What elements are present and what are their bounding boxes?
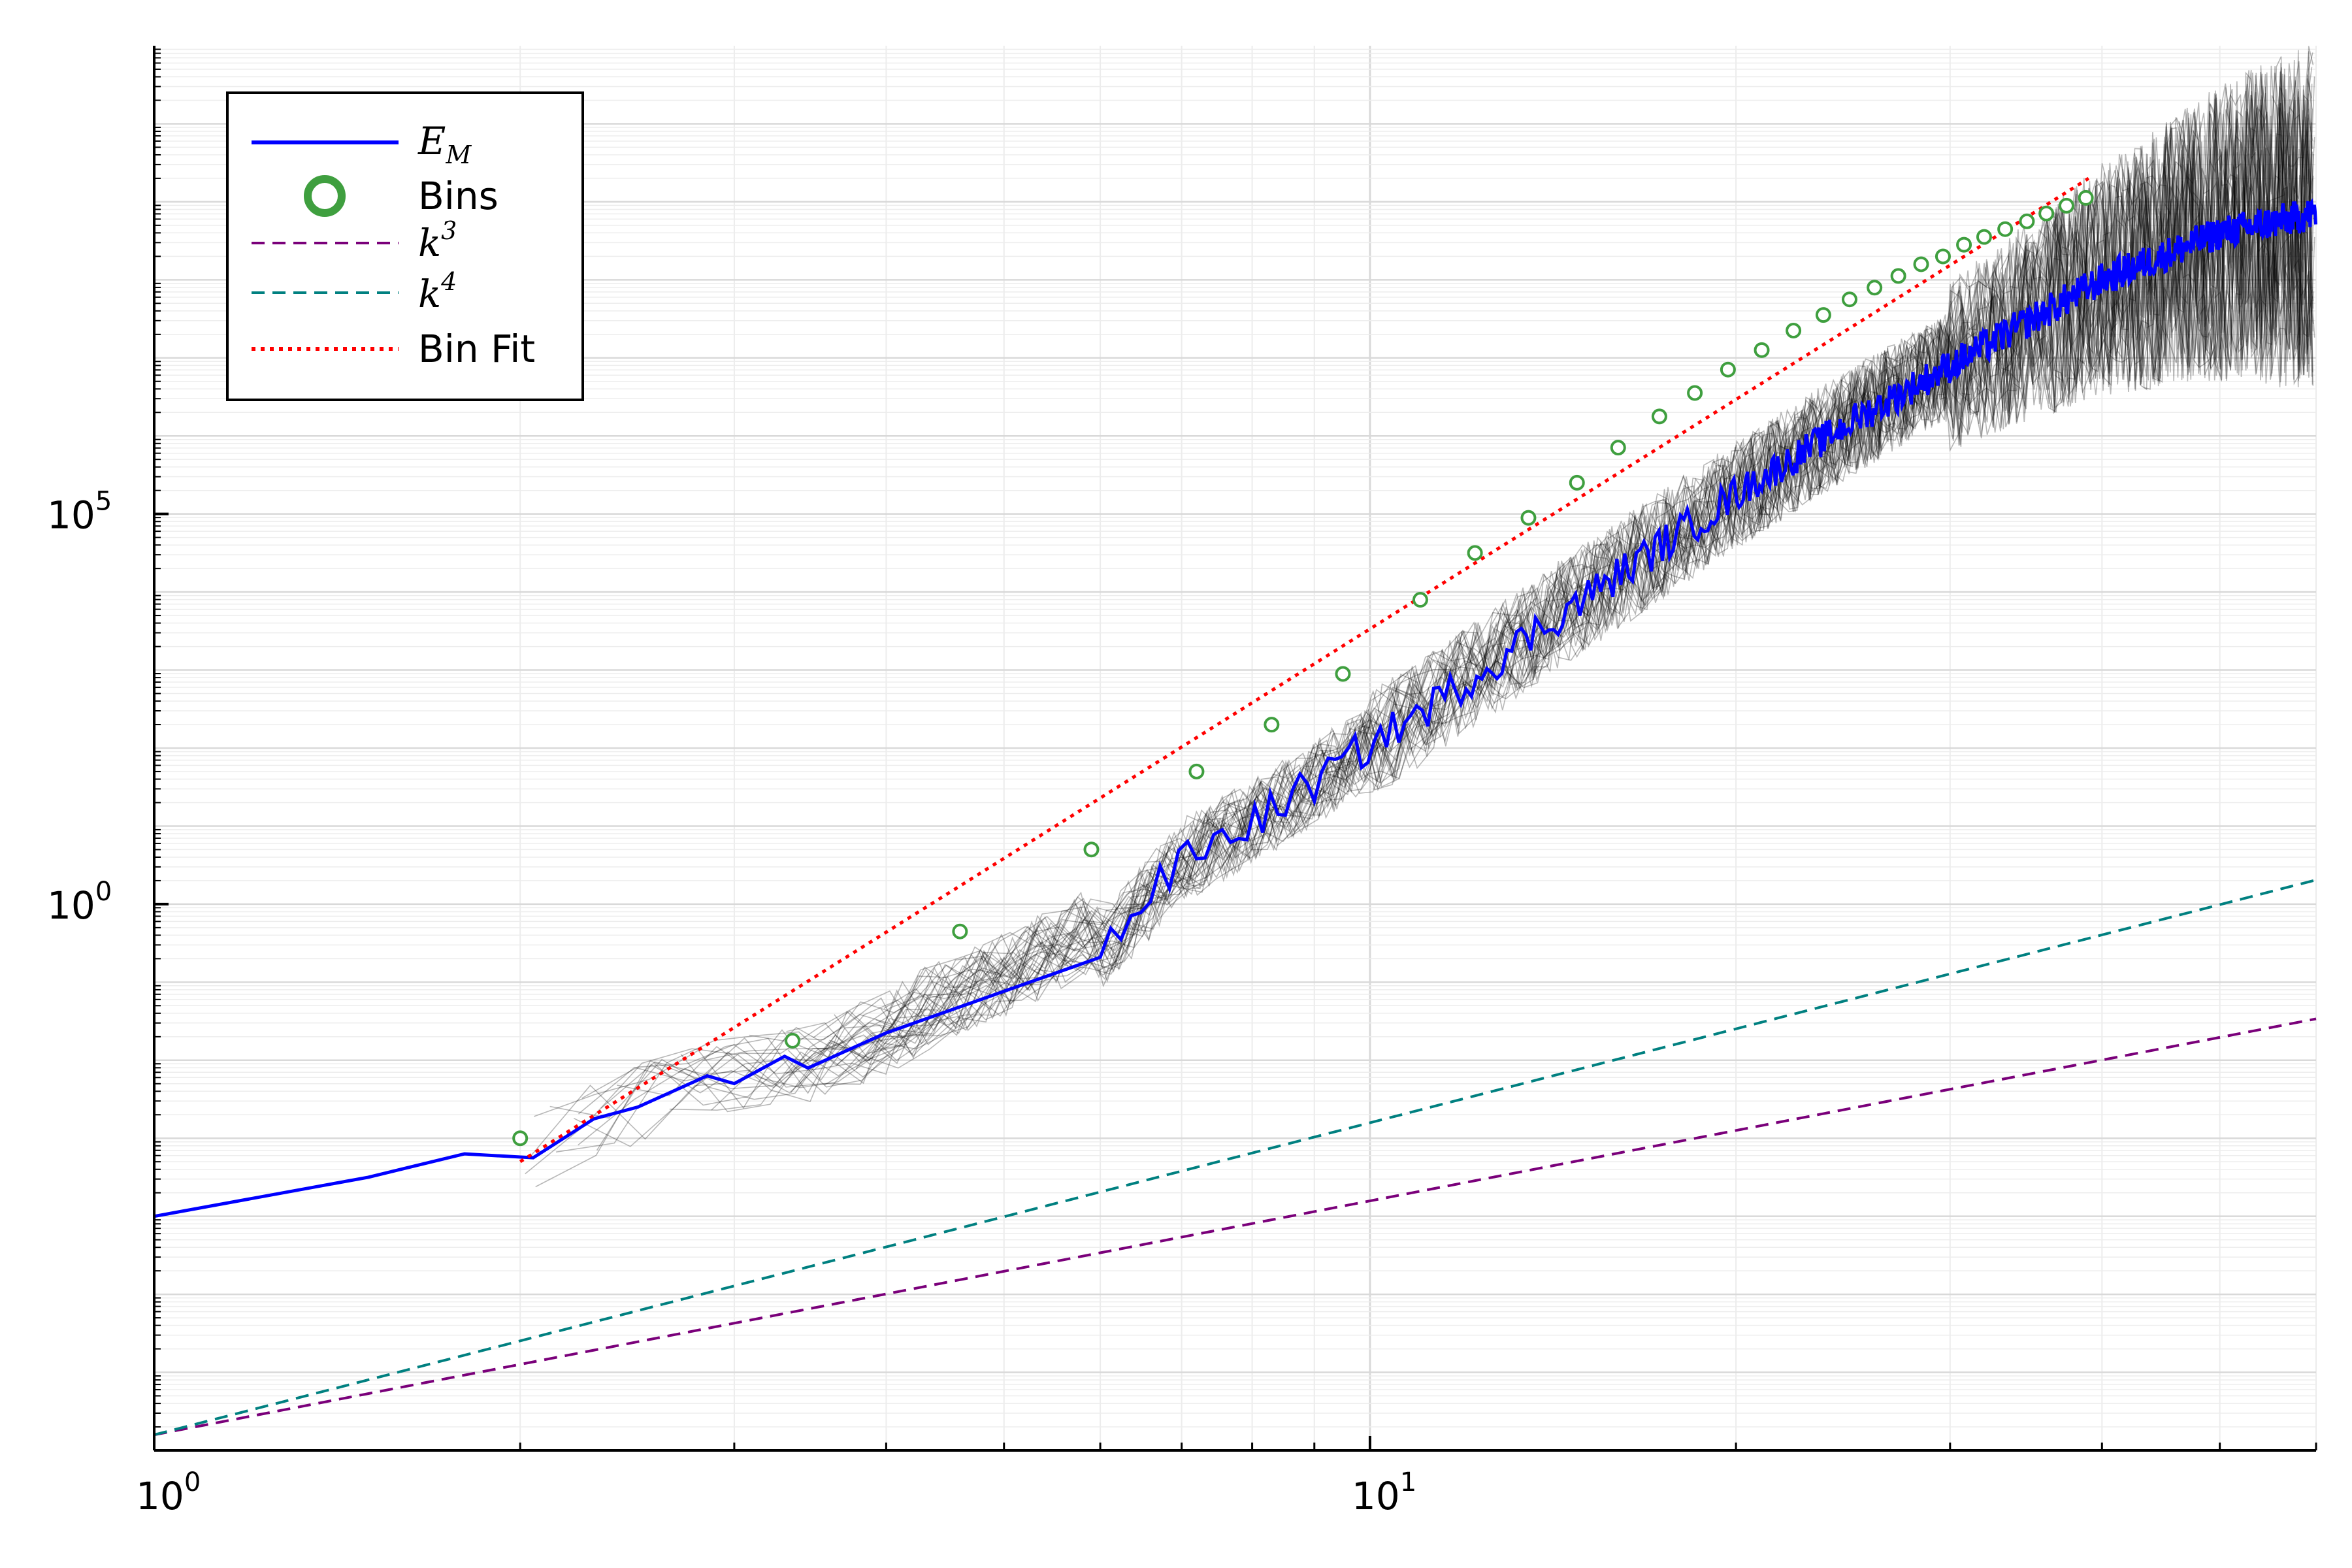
bins-marker — [1956, 237, 1972, 253]
ensemble-trace — [669, 71, 2313, 1111]
bins-marker — [1786, 322, 1802, 338]
bins-marker — [1913, 256, 1929, 272]
x-tick-base: 10 — [1352, 1474, 1400, 1518]
series-k3-line — [154, 1017, 2317, 1437]
y-tick-base: 10 — [47, 493, 95, 538]
bins-marker — [1335, 666, 1351, 682]
ensemble-trace — [535, 78, 2313, 1188]
ensemble-trace — [749, 112, 2313, 1058]
ensemble-trace — [834, 59, 2313, 1062]
series-em-line — [154, 198, 2317, 1218]
grid-lines — [153, 46, 2317, 1452]
y-tick-label: 105 — [47, 487, 112, 538]
bins-marker — [952, 923, 968, 939]
bins-marker — [1754, 342, 1770, 358]
ensemble-trace — [785, 95, 2313, 1075]
bins-marker — [1651, 408, 1667, 425]
bins-marker — [1976, 229, 1992, 245]
ensemble-trace — [829, 65, 2313, 1069]
ensemble-trace — [578, 76, 2314, 1146]
series-k4-line — [154, 878, 2317, 1437]
bins-marker — [785, 1032, 801, 1049]
ensemble-trace — [678, 76, 2314, 1094]
ensemble-trace — [653, 69, 2313, 1106]
x-tick-base: 10 — [136, 1474, 184, 1518]
bins-marker — [1569, 474, 1585, 491]
series-layer — [154, 176, 2317, 1437]
bins-marker — [1188, 763, 1205, 779]
bins-marker — [2019, 213, 2035, 229]
bins-marker — [2038, 205, 2055, 221]
ensemble-trace — [534, 73, 2313, 1117]
ensemble-trace — [711, 71, 2313, 1111]
x-tick-label: 101 — [1352, 1467, 1416, 1518]
ensemble-trace — [813, 67, 2314, 1050]
legend-label-k3: k3 — [418, 216, 457, 265]
series-binfit-line — [519, 176, 2090, 1164]
bins-marker — [1935, 248, 1951, 265]
bins-marker — [2058, 197, 2074, 214]
bins-marker — [1841, 291, 1857, 308]
y-tick-exp: 5 — [95, 487, 112, 517]
legend-swatch-bins — [304, 175, 346, 217]
legend-label-bins: Bins — [418, 174, 498, 218]
bins-marker — [1997, 221, 2014, 237]
legend: EM Bins k3 k4 Bin Fit — [226, 91, 584, 401]
bins-marker — [1412, 592, 1428, 608]
bins-marker — [1867, 280, 1883, 296]
bins-marker — [512, 1130, 529, 1147]
bins-marker — [1083, 841, 1100, 858]
ensemble-trace — [581, 73, 2314, 1099]
y-tick-label: 100 — [47, 877, 112, 928]
ensemble-trace — [836, 85, 2313, 1066]
x-tick-exp: 0 — [184, 1467, 201, 1497]
axes — [153, 46, 2316, 1452]
bins-marker — [1264, 717, 1280, 733]
y-tick-exp: 0 — [95, 877, 112, 907]
bins-marker — [2078, 189, 2094, 206]
x-tick-label: 100 — [136, 1467, 201, 1518]
bins-marker — [1467, 545, 1483, 561]
legend-label-k4: k4 — [418, 267, 457, 316]
ensemble-trace — [600, 92, 2313, 1109]
ensemble-trace — [824, 63, 2313, 1086]
y-tick-base: 10 — [47, 883, 95, 928]
legend-label-em: EM — [417, 119, 472, 169]
ensemble-trace — [883, 51, 2314, 1026]
bins-marker — [1687, 385, 1703, 401]
bins-marker — [1720, 361, 1736, 378]
ensemble-trace — [704, 85, 2313, 1064]
bins-marker — [1610, 440, 1626, 456]
ensemble-trace — [875, 63, 2313, 1037]
bins-marker — [1520, 510, 1537, 526]
legend-label-binfit: Bin Fit — [418, 327, 535, 371]
bins-marker — [1890, 268, 1906, 284]
bins-marker — [1815, 307, 1831, 323]
ensemble-trace — [555, 76, 2313, 1153]
x-tick-exp: 1 — [1400, 1467, 1416, 1497]
